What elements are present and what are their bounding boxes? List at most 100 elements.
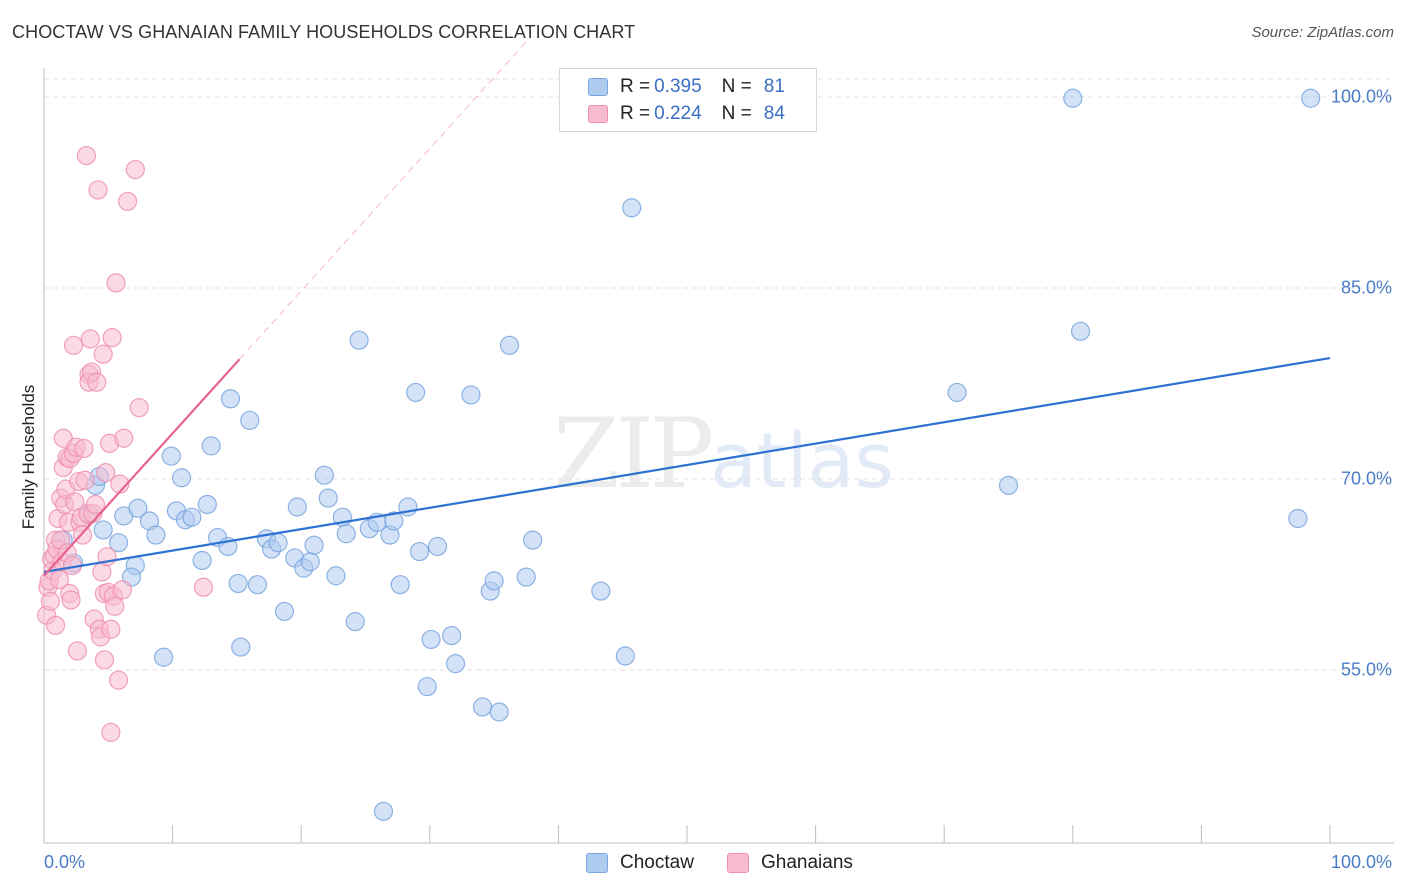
ghanaian-point	[102, 328, 122, 348]
choctaw-point	[417, 676, 437, 697]
choctaw-point	[201, 436, 221, 456]
ghanaian-trend-line	[43, 358, 241, 577]
choctaw-point	[499, 335, 520, 355]
ghanaian-point	[193, 577, 214, 597]
choctaw-point	[231, 637, 251, 657]
ghanaian-point	[75, 470, 95, 490]
choctaw-point	[1063, 88, 1083, 108]
choctaw-point	[108, 533, 129, 553]
legend-row-choctaw: R = 0.395 N = 81	[588, 74, 785, 100]
choctaw-point	[318, 488, 338, 508]
choctaw-point	[197, 494, 217, 515]
ghanaian-point	[101, 722, 121, 742]
ghanaian-point	[105, 596, 125, 616]
ghanaian-point	[45, 615, 66, 636]
stats-legend: R = 0.395 N = 81 R = 0.224 N = 84	[559, 68, 817, 132]
y-tick-70: 70.0%	[1340, 468, 1392, 489]
choctaw-point	[1070, 321, 1091, 341]
choctaw-point	[300, 552, 320, 572]
legend-r-label: R =	[620, 103, 651, 124]
legend-n-label: N =	[721, 76, 752, 97]
ghanaian-point	[61, 590, 81, 610]
choctaw-point	[314, 465, 334, 485]
bottom-legend-ghanaians: Ghanaians	[727, 852, 853, 874]
bottom-legend-choctaw: Choctaw	[586, 852, 694, 874]
choctaw-point	[390, 575, 410, 595]
ghanaian-point	[87, 372, 107, 392]
ghanaian-point	[40, 591, 61, 611]
choctaw-point	[220, 389, 241, 409]
choctaw-point	[247, 575, 268, 595]
y-tick-55: 55.0%	[1340, 659, 1392, 680]
choctaw-point	[409, 541, 430, 562]
choctaw-point	[442, 626, 462, 646]
watermark-zip: ZIP	[553, 398, 714, 510]
ghanaian-point	[106, 273, 126, 293]
legend-r-label: R =	[620, 76, 651, 97]
choctaw-point	[427, 536, 448, 557]
x-tick-min: 0.0%	[44, 852, 86, 872]
choctaw-point	[998, 475, 1019, 495]
ghanaian-point	[88, 180, 108, 200]
choctaw-point	[228, 573, 248, 594]
choctaw-point	[421, 629, 441, 650]
legend-r-value-choctaw: 0.395	[654, 76, 702, 97]
bottom-legend-choctaw-label: Choctaw	[620, 852, 694, 873]
choctaw-point	[274, 601, 295, 622]
choctaw-swatch	[588, 78, 608, 96]
choctaw-legend-swatch	[586, 853, 608, 873]
ghanaian-point	[85, 494, 106, 515]
choctaw-point	[153, 647, 174, 667]
choctaw-point	[192, 550, 212, 571]
ghanaian-point	[76, 145, 97, 166]
choctaw-point	[461, 385, 481, 405]
watermark-atlas: atlas	[710, 416, 894, 505]
choctaw-point	[489, 702, 509, 722]
choctaw-point	[287, 497, 307, 517]
choctaw-point	[622, 198, 642, 218]
ghanaian-trend-extension	[239, 37, 531, 360]
ghanaian-point	[63, 335, 84, 355]
ghanaian-point	[67, 641, 88, 661]
choctaw-point	[345, 612, 365, 632]
y-tick-100: 100.0%	[1330, 86, 1392, 107]
legend-n-value-choctaw: 81	[763, 76, 785, 97]
legend-n-label: N =	[721, 103, 752, 124]
ghanaian-point	[117, 191, 138, 212]
ghanaians-swatch	[588, 105, 608, 123]
ghanaian-point	[93, 344, 113, 364]
ghanaian-point	[101, 619, 121, 639]
choctaw-point	[304, 535, 324, 555]
choctaw-point	[172, 468, 192, 488]
ghanaian-point	[74, 438, 94, 459]
choctaw-point	[373, 801, 394, 821]
choctaw-point	[484, 571, 504, 591]
choctaw-point	[384, 511, 404, 531]
x-tick-max: 100.0%	[1330, 852, 1392, 872]
choctaw-point	[336, 524, 356, 544]
chart-title: CHOCTAW VS GHANAIAN FAMILY HOUSEHOLDS CO…	[12, 22, 636, 42]
choctaw-point	[406, 382, 426, 403]
choctaw-trend-line	[43, 356, 1331, 574]
watermark: ZIPatlas	[553, 398, 894, 510]
choctaw-point	[445, 654, 466, 674]
ghanaian-point	[125, 159, 145, 180]
choctaw-point	[523, 530, 543, 550]
choctaw-point	[472, 697, 493, 717]
choctaw-point	[947, 382, 967, 403]
choctaw-point	[268, 533, 288, 553]
choctaw-point	[161, 446, 181, 466]
ghanaian-point	[114, 428, 134, 448]
ghanaians-legend-swatch	[727, 853, 749, 873]
choctaw-point	[1288, 508, 1308, 529]
choctaw-point	[182, 507, 202, 527]
choctaw-point	[146, 525, 166, 545]
choctaw-point	[1301, 88, 1321, 108]
choctaw-point	[128, 498, 148, 518]
ghanaian-point	[129, 398, 149, 418]
choctaw-point	[326, 566, 346, 586]
choctaw-point	[516, 567, 536, 587]
legend-r-value-ghanaians: 0.224	[654, 103, 702, 124]
ghanaian-point	[96, 463, 116, 483]
